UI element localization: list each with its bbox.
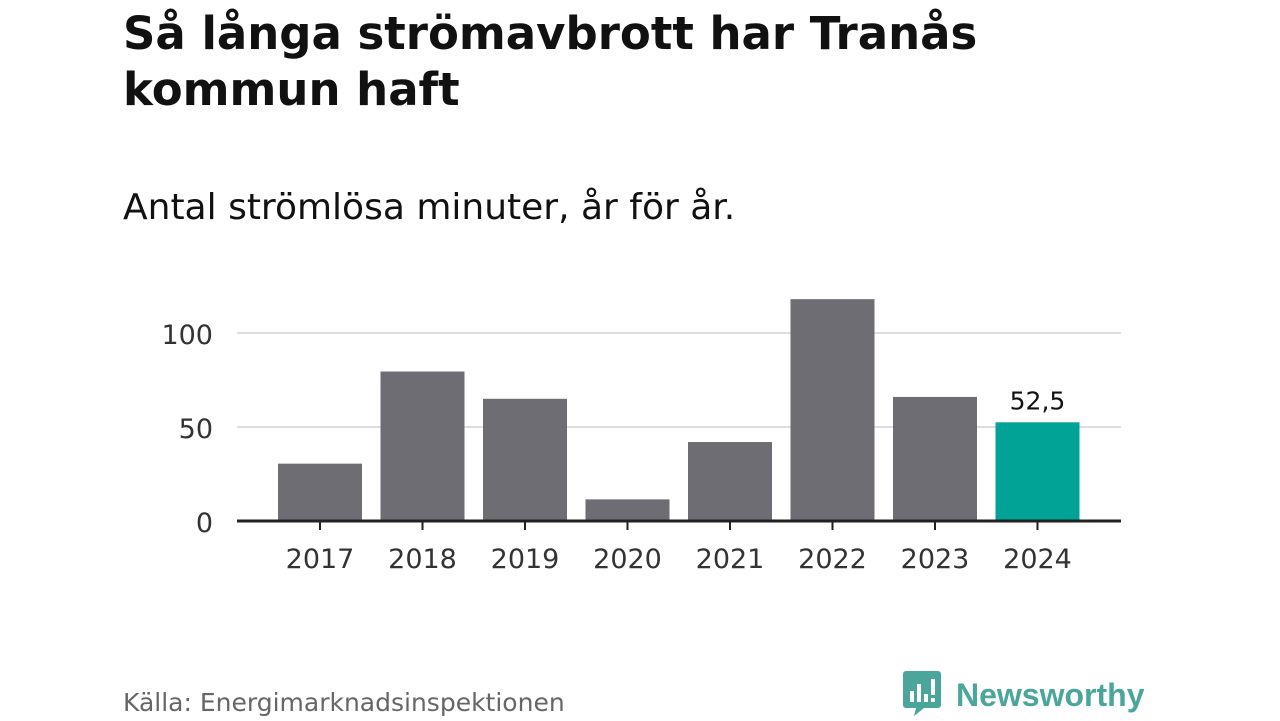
bar-2021 (688, 442, 772, 521)
newsworthy-logo-icon (902, 669, 942, 721)
bar-2023 (893, 396, 977, 521)
chart-subtitle: Antal strömlösa minuter, år för år. (123, 187, 736, 228)
source-note: Källa: Energimarknadsinspektionen (123, 688, 565, 717)
y-axis-ticks: 0 50 100 (161, 320, 213, 539)
x-tick-label: 2024 (1003, 544, 1072, 575)
bar-2020 (585, 499, 670, 521)
bars (278, 299, 1080, 521)
x-tick-label: 2021 (696, 544, 765, 575)
data-labels: 52,5 (1010, 386, 1066, 415)
bar-2019 (483, 398, 567, 521)
x-tick-label: 2022 (798, 544, 867, 575)
brand-name: Newsworthy (956, 676, 1145, 713)
bar-2018 (380, 371, 465, 521)
bar-2024 (995, 422, 1080, 521)
y-tick-label: 100 (161, 320, 213, 351)
data-label: 52,5 (1010, 386, 1066, 415)
gridlines (237, 332, 1121, 428)
chart-title: Så långa strömavbrott har Tranås kommun … (123, 7, 978, 116)
x-tick-label: 2019 (491, 544, 560, 575)
x-tick-label: 2023 (901, 544, 970, 575)
x-axis-ticks: 2017 2018 2019 2020 2021 2022 2023 2024 (286, 521, 1072, 575)
bar-2022 (790, 299, 875, 521)
x-tick-label: 2017 (286, 544, 355, 575)
x-tick-label: 2020 (593, 544, 662, 575)
x-tick-label: 2018 (388, 544, 457, 575)
y-tick-label: 0 (196, 508, 213, 539)
bar-2017 (278, 463, 362, 521)
brand-logo: Newsworthy (902, 670, 1144, 720)
y-tick-label: 50 (179, 414, 213, 445)
